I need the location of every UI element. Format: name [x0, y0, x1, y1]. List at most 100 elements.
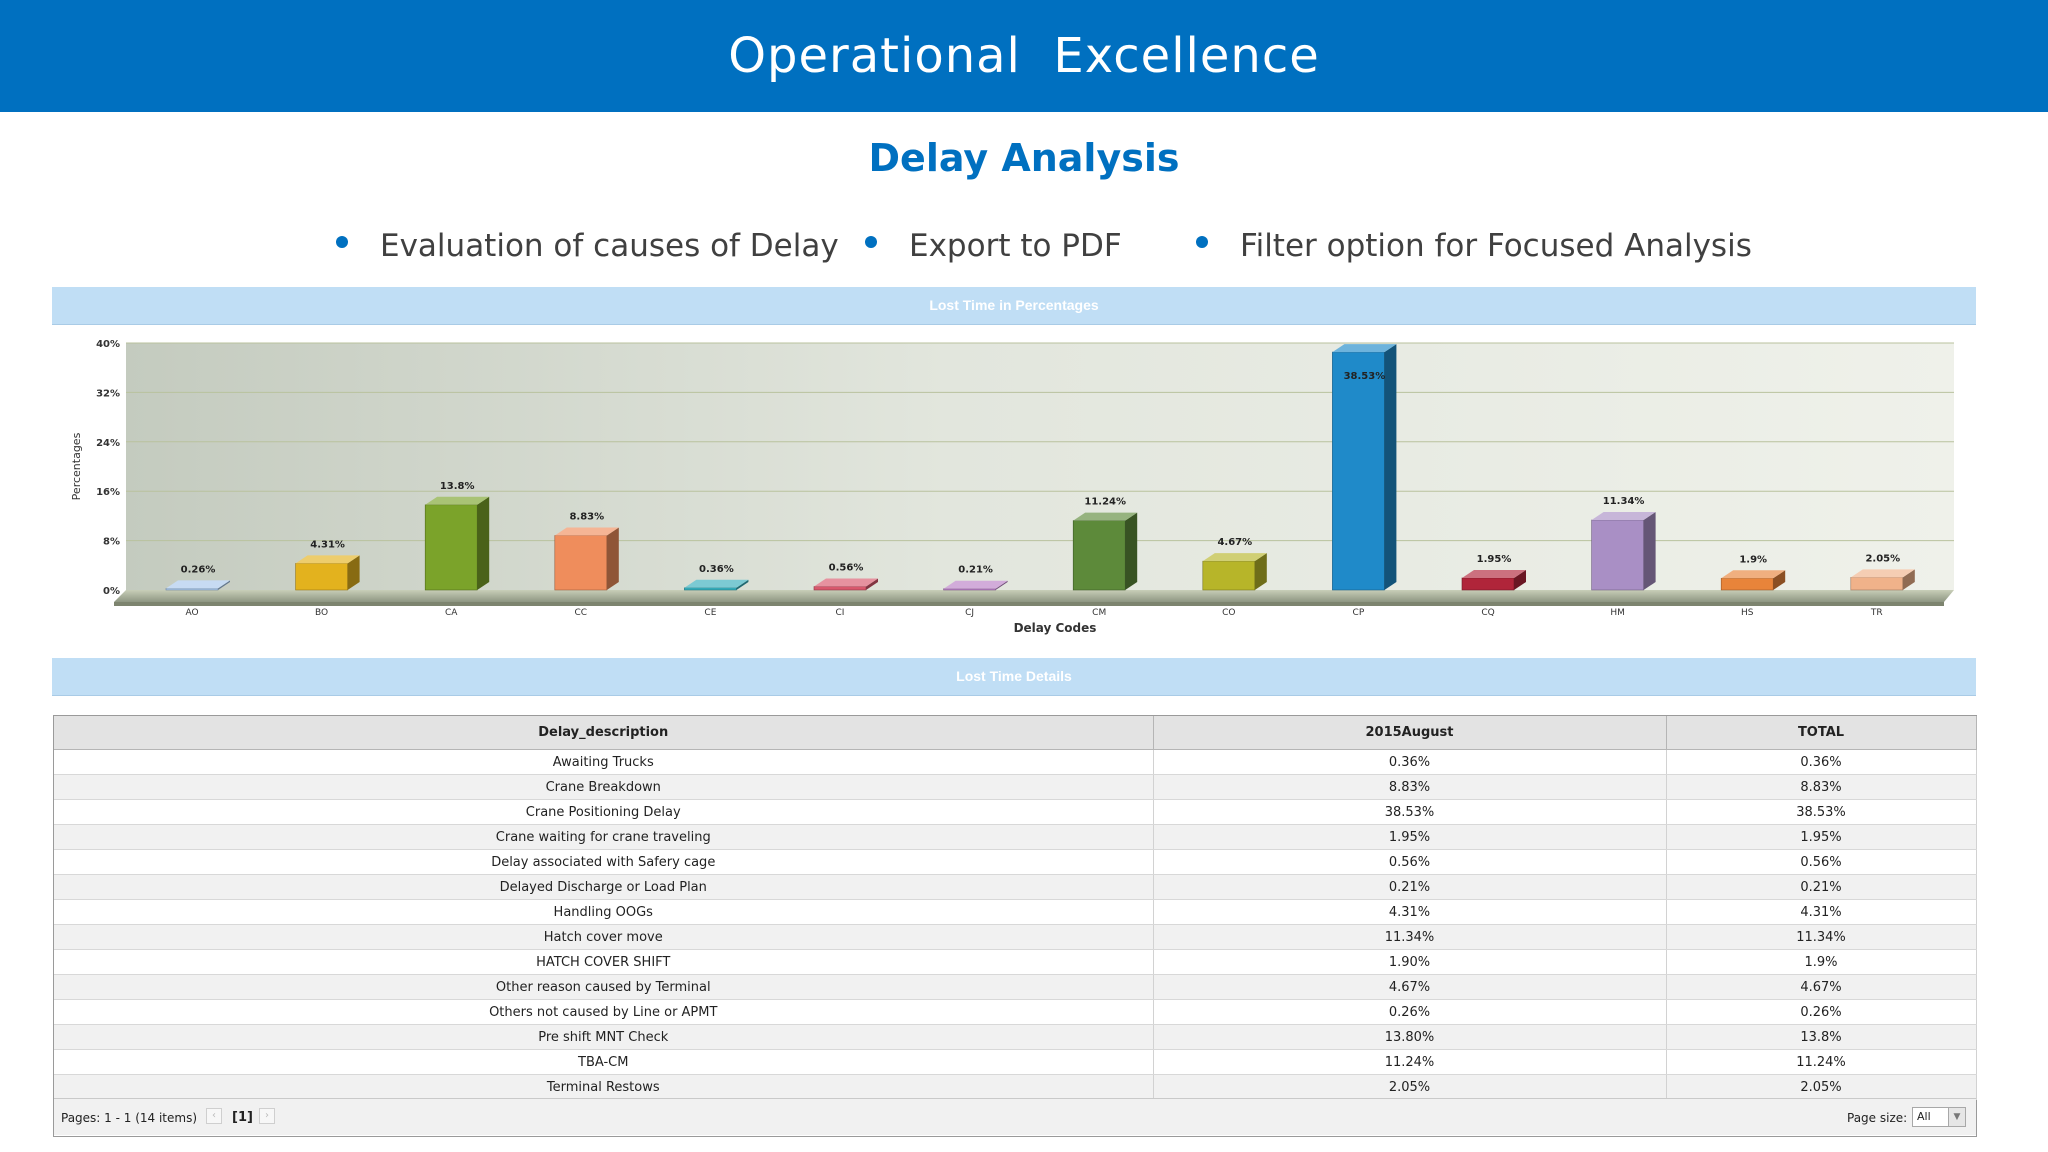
x-tick-label: HM: [1610, 608, 1625, 618]
cell-2015august: 11.34%: [1153, 924, 1667, 950]
bar-top-hs: [1721, 570, 1786, 579]
cell-delay-description: Delayed Discharge or Load Plan: [54, 874, 1154, 900]
cell-total: 11.34%: [1666, 924, 1977, 950]
table-row[interactable]: Delayed Discharge or Load Plan 0.21% 0.21%: [54, 874, 1977, 900]
table-row[interactable]: Others not caused by Line or APMT 0.26% 0.…: [54, 999, 1977, 1025]
bullet-dot-icon: [1196, 236, 1208, 248]
cell-2015august: 1.90%: [1153, 949, 1667, 975]
table-row[interactable]: Hatch cover move 11.34% 11.34%: [54, 924, 1977, 950]
chart-panel-header: Lost Time in Percentages: [52, 287, 1976, 325]
table-row[interactable]: Awaiting Trucks 0.36% 0.36%: [54, 749, 1977, 775]
cell-total: 1.95%: [1666, 824, 1977, 850]
y-tick-label: 8%: [103, 537, 120, 548]
chevron-right-icon[interactable]: ›: [259, 1108, 275, 1124]
page-size-value: All: [1917, 1110, 1931, 1123]
data-label: 2.05%: [1865, 553, 1900, 564]
x-tick-label: CM: [1092, 608, 1106, 618]
x-tick-label: CA: [445, 608, 458, 618]
cell-2015august: 0.21%: [1153, 874, 1667, 900]
bar-side-hs: [1773, 570, 1786, 590]
cell-total: 0.21%: [1666, 874, 1977, 900]
pager-current-page[interactable]: [1]: [232, 1110, 253, 1125]
cell-delay-description: Awaiting Trucks: [54, 749, 1154, 775]
table-row[interactable]: Terminal Restows 2.05% 2.05%: [54, 1074, 1977, 1100]
table-row[interactable]: HATCH COVER SHIFT 1.90% 1.9%: [54, 949, 1977, 975]
table-row[interactable]: Crane Positioning Delay 38.53% 38.53%: [54, 799, 1977, 825]
cell-2015august: 8.83%: [1153, 774, 1667, 800]
x-tick-label: CQ: [1481, 608, 1494, 618]
data-label: 0.56%: [829, 563, 864, 574]
table-row[interactable]: Crane Breakdown 8.83% 8.83%: [54, 774, 1977, 800]
cell-total: 2.05%: [1666, 1074, 1977, 1100]
bar-ao: [165, 588, 219, 591]
data-label: 11.34%: [1603, 496, 1645, 507]
x-tick-label: TR: [1870, 608, 1883, 618]
column-header-total[interactable]: TOTAL: [1666, 716, 1977, 750]
bar-side-cc: [606, 527, 619, 590]
cell-delay-description: Crane waiting for crane traveling: [54, 824, 1154, 850]
cell-2015august: 0.26%: [1153, 999, 1667, 1025]
table-row[interactable]: Delay associated with Safery cage 0.56% 0.…: [54, 849, 1977, 875]
bar-top-cc: [554, 527, 619, 536]
page-title: Operational Excellence: [728, 28, 1320, 84]
bar-side-cm: [1125, 512, 1138, 590]
bar-side-ce: [736, 579, 749, 590]
x-tick-label: AO: [185, 608, 198, 618]
x-tick-label: CE: [704, 608, 716, 618]
bar-cj: [943, 588, 996, 591]
data-label: 1.9%: [1739, 554, 1767, 565]
details-grid: Delay_description 2015August TOTAL Await…: [53, 715, 1977, 1137]
data-label: 13.8%: [440, 481, 475, 492]
bar-side-co: [1254, 553, 1267, 590]
cell-2015august: 4.31%: [1153, 899, 1667, 925]
data-label: 0.21%: [958, 565, 993, 576]
bullet-text: Evaluation of causes of Delay: [380, 228, 839, 264]
bar-tr: [1850, 577, 1904, 591]
x-tick-label: CI: [836, 608, 845, 618]
page-size-select[interactable]: All ▼: [1912, 1107, 1966, 1127]
chevron-down-icon[interactable]: ▼: [1948, 1108, 1965, 1126]
table-row[interactable]: Pre shift MNT Check 13.80% 13.8%: [54, 1024, 1977, 1050]
bar-side-ca: [477, 496, 490, 590]
cell-total: 38.53%: [1666, 799, 1977, 825]
bar-top-ce: [684, 579, 749, 588]
bar-top-tr: [1850, 569, 1915, 578]
table-row[interactable]: Crane waiting for crane traveling 1.95% 1.…: [54, 824, 1977, 850]
bar-top-cp: [1332, 344, 1397, 353]
column-header-delay-description[interactable]: Delay_description: [54, 716, 1154, 750]
table-header-row: Delay_description 2015August TOTAL: [54, 716, 1977, 750]
cell-total: 0.56%: [1666, 849, 1977, 875]
column-header-2015august[interactable]: 2015August: [1153, 716, 1667, 750]
data-label: 0.36%: [699, 564, 734, 575]
bar-top-ao: [166, 580, 230, 589]
table-row[interactable]: Other reason caused by Terminal 4.67% 4.67…: [54, 974, 1977, 1000]
bar-ce: [684, 587, 737, 591]
plot-area: [126, 343, 1954, 590]
cell-2015august: 13.80%: [1153, 1024, 1667, 1050]
bar-hm: [1591, 519, 1644, 591]
bar-ca: [424, 504, 478, 591]
bar-cc: [554, 535, 608, 591]
bar-side-tr: [1902, 569, 1915, 590]
bar-chart: 0% 8% 16% 24% 32% 40% Percentages Delay Codes 0.…: [70, 339, 1954, 635]
cell-2015august: 4.67%: [1153, 974, 1667, 1000]
bar-side-hm: [1643, 511, 1656, 590]
bar-top-ca: [425, 496, 490, 505]
y-tick-label: 16%: [96, 487, 120, 498]
bar-top-co: [1202, 553, 1267, 562]
details-table: Delay_description 2015August TOTAL Await…: [54, 716, 1977, 1100]
x-tick-label: CO: [1222, 608, 1235, 618]
cell-delay-description: Handling OOGs: [54, 899, 1154, 925]
chevron-left-icon[interactable]: ‹: [206, 1108, 222, 1124]
cell-total: 4.31%: [1666, 899, 1977, 925]
table-row[interactable]: Handling OOGs 4.31% 4.31%: [54, 899, 1977, 925]
cell-total: 0.26%: [1666, 999, 1977, 1025]
cell-2015august: 1.95%: [1153, 824, 1667, 850]
bullet-dot-icon: [865, 236, 877, 248]
bullet-dot-icon: [336, 236, 348, 248]
cell-2015august: 11.24%: [1153, 1049, 1667, 1075]
y-tick-label: 24%: [96, 438, 120, 449]
table-row[interactable]: TBA-CM 11.24% 11.24%: [54, 1049, 1977, 1075]
cell-delay-description: Crane Breakdown: [54, 774, 1154, 800]
cell-2015august: 0.56%: [1153, 849, 1667, 875]
